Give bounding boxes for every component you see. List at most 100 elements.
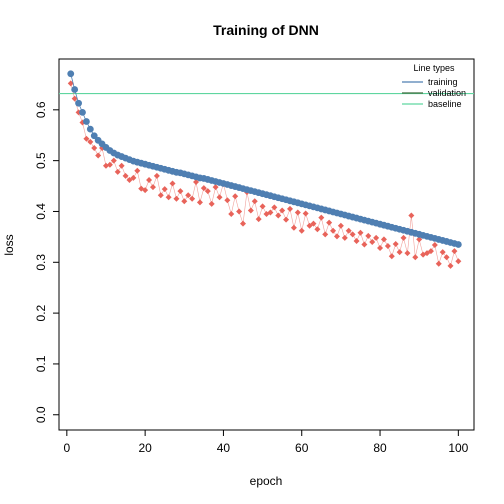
training-series bbox=[67, 70, 462, 248]
validation-point bbox=[451, 248, 458, 255]
validation-point bbox=[247, 207, 254, 214]
validation-point bbox=[236, 208, 243, 215]
y-axis: 0.0 0.1 0.2 0.3 0.4 0.5 0.6 bbox=[34, 101, 59, 423]
chart-title: Training of DNN bbox=[213, 22, 319, 38]
validation-point bbox=[71, 95, 78, 102]
validation-point bbox=[169, 180, 176, 187]
y-tick-label: 0.4 bbox=[34, 203, 48, 220]
validation-point bbox=[388, 253, 395, 260]
x-tick-label: 80 bbox=[373, 441, 387, 455]
validation-point bbox=[224, 197, 231, 204]
y-tick-label: 0.0 bbox=[34, 406, 48, 423]
validation-point bbox=[400, 234, 407, 241]
validation-point bbox=[435, 260, 442, 267]
validation-point bbox=[177, 188, 184, 195]
validation-point bbox=[87, 138, 94, 145]
x-tick-label: 40 bbox=[217, 441, 231, 455]
validation-point bbox=[165, 194, 172, 201]
x-tick-label: 20 bbox=[138, 441, 152, 455]
validation-point bbox=[200, 185, 207, 192]
validation-point bbox=[443, 254, 450, 261]
validation-point bbox=[193, 178, 200, 185]
validation-point bbox=[357, 229, 364, 236]
validation-point bbox=[318, 214, 325, 221]
validation-point bbox=[380, 236, 387, 243]
validation-point bbox=[67, 80, 74, 87]
validation-point bbox=[408, 212, 415, 219]
validation-point bbox=[353, 237, 360, 244]
validation-point bbox=[95, 152, 102, 159]
validation-point bbox=[349, 231, 356, 238]
x-tick-label: 60 bbox=[295, 441, 309, 455]
y-tick-label: 0.1 bbox=[34, 355, 48, 372]
validation-point bbox=[431, 242, 438, 249]
x-axis: 0 20 40 60 80 100 bbox=[63, 430, 469, 455]
validation-point bbox=[330, 227, 337, 234]
legend-label: training bbox=[428, 77, 458, 87]
validation-point bbox=[373, 234, 380, 241]
validation-point bbox=[341, 234, 348, 241]
validation-point bbox=[267, 209, 274, 216]
validation-point bbox=[283, 216, 290, 223]
plot-frame bbox=[58, 58, 475, 431]
y-tick-label: 0.5 bbox=[34, 152, 48, 169]
validation-point bbox=[153, 172, 160, 179]
legend-title: Line types bbox=[413, 63, 455, 73]
training-point bbox=[67, 70, 75, 78]
validation-point bbox=[333, 233, 340, 240]
validation-point bbox=[310, 220, 317, 227]
validation-point bbox=[114, 168, 121, 175]
validation-point bbox=[130, 174, 137, 181]
training-point bbox=[454, 241, 462, 248]
legend-label: baseline bbox=[428, 99, 462, 109]
validation-point bbox=[106, 161, 113, 168]
validation-point bbox=[286, 205, 293, 212]
y-axis-label: loss bbox=[2, 234, 16, 255]
validation-point bbox=[447, 262, 454, 269]
validation-point bbox=[314, 226, 321, 233]
training-point bbox=[79, 108, 86, 116]
validation-point bbox=[275, 212, 282, 219]
training-point bbox=[90, 132, 98, 140]
validation-point bbox=[322, 231, 329, 238]
validation-point bbox=[212, 184, 219, 191]
validation-point bbox=[404, 250, 411, 257]
validation-point bbox=[185, 192, 192, 199]
validation-point bbox=[271, 204, 278, 211]
validation-point bbox=[181, 198, 188, 205]
validation-series bbox=[67, 80, 462, 269]
validation-point bbox=[416, 236, 423, 243]
validation-point bbox=[232, 193, 239, 200]
validation-point bbox=[91, 144, 98, 151]
validation-point bbox=[455, 258, 462, 265]
validation-point bbox=[279, 207, 286, 214]
validation-point bbox=[173, 195, 180, 202]
validation-point bbox=[396, 249, 403, 256]
validation-point bbox=[290, 224, 297, 231]
validation-point bbox=[216, 194, 223, 201]
validation-point bbox=[384, 243, 391, 250]
validation-point bbox=[240, 220, 247, 227]
training-point bbox=[83, 118, 90, 125]
validation-point bbox=[196, 199, 203, 206]
validation-point bbox=[259, 203, 266, 210]
validation-point bbox=[134, 167, 141, 174]
validation-point bbox=[294, 209, 301, 216]
validation-point bbox=[251, 198, 258, 205]
validation-point bbox=[337, 222, 344, 229]
training-point bbox=[75, 99, 82, 107]
training-point bbox=[71, 86, 79, 93]
validation-point bbox=[326, 219, 333, 226]
validation-point bbox=[157, 192, 164, 199]
y-tick-label: 0.3 bbox=[34, 254, 48, 271]
validation-point bbox=[83, 135, 90, 142]
validation-point bbox=[412, 254, 419, 261]
y-tick-label: 0.2 bbox=[34, 304, 48, 321]
validation-point bbox=[118, 162, 125, 169]
validation-point bbox=[361, 241, 368, 248]
y-tick-label: 0.6 bbox=[34, 101, 48, 118]
validation-point bbox=[228, 211, 235, 218]
validation-point bbox=[122, 172, 129, 179]
validation-point bbox=[439, 249, 446, 256]
